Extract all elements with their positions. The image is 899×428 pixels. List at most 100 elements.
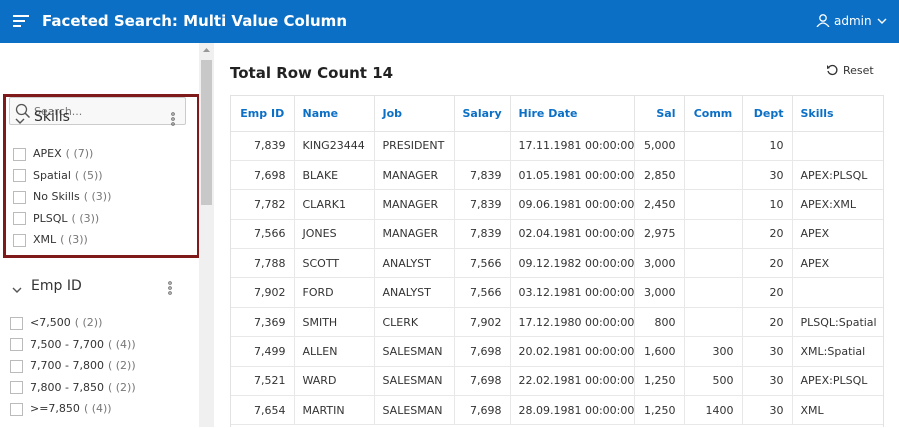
search-placeholder: Search... bbox=[34, 105, 83, 118]
table-cell: 7,521 bbox=[231, 366, 295, 397]
menu-icon[interactable] bbox=[13, 15, 29, 27]
search-box[interactable]: Search... bbox=[9, 97, 186, 125]
facet-title[interactable]: Skills bbox=[34, 109, 70, 125]
option-count: ( (4)) bbox=[107, 337, 136, 351]
option-label: APEX bbox=[33, 147, 62, 160]
header-bar: Faceted Search: Multi Value Column admin bbox=[0, 0, 899, 43]
checkbox[interactable] bbox=[10, 316, 23, 330]
table-cell: 7,788 bbox=[231, 248, 295, 279]
column-header[interactable]: Emp ID bbox=[231, 96, 295, 132]
option-count: ( (3)) bbox=[83, 190, 112, 204]
user-name: admin bbox=[834, 14, 872, 28]
table-cell: 20 bbox=[742, 307, 793, 338]
column-header[interactable]: Comm bbox=[684, 96, 743, 132]
option-label: >=7,850 bbox=[30, 402, 80, 416]
table-cell: APEX:PLSQL bbox=[792, 160, 883, 191]
table-cell: 7,839 bbox=[454, 189, 511, 220]
facet-option[interactable]: XML( (3)) bbox=[13, 233, 88, 247]
option-label: PLSQL bbox=[33, 211, 68, 225]
checkbox[interactable] bbox=[13, 212, 26, 226]
column-header[interactable]: Dept bbox=[742, 96, 793, 132]
facet-menu[interactable] bbox=[168, 281, 172, 295]
collapse-icon[interactable] bbox=[12, 284, 22, 293]
checkbox[interactable] bbox=[13, 169, 26, 183]
checkbox[interactable] bbox=[10, 359, 23, 373]
table-cell: 10 bbox=[742, 131, 793, 161]
table-cell: 500 bbox=[684, 366, 743, 397]
user-menu[interactable]: admin bbox=[816, 14, 887, 28]
table-cell: 7,902 bbox=[231, 277, 295, 308]
table-cell: 7,566 bbox=[231, 219, 295, 250]
checkbox[interactable] bbox=[10, 381, 23, 395]
table-cell: 20 bbox=[742, 248, 793, 279]
table-cell: 03.12.1981 00:00:00 bbox=[510, 277, 635, 308]
checkbox[interactable] bbox=[13, 233, 26, 247]
option-label: 7,500 - 7,700 bbox=[30, 337, 104, 351]
facet-option[interactable]: PLSQL( (3)) bbox=[13, 212, 99, 226]
facet-option[interactable]: >=7,850( (4)) bbox=[10, 402, 112, 416]
table-row: 7,902 FORD ANALYST 7,566 03.12.1981 00:00:00… bbox=[231, 277, 883, 308]
option-count: ( (7)) bbox=[65, 147, 94, 160]
facet: Skills APEX( (7)) Spatial( (5)) No Skills( … bbox=[3, 94, 200, 258]
table-cell: 2,975 bbox=[634, 219, 685, 250]
scroll-thumb[interactable] bbox=[201, 60, 212, 205]
table-cell: SALESMAN bbox=[374, 366, 455, 397]
table-cell: 10 bbox=[742, 189, 793, 220]
table-cell: XML:Spatial bbox=[792, 336, 883, 367]
table-cell: 30 bbox=[742, 160, 793, 191]
facet-option[interactable]: <7,500( (2)) bbox=[10, 316, 102, 330]
table-cell: 1400 bbox=[684, 395, 743, 426]
table-cell: 7,782 bbox=[231, 189, 295, 220]
column-header[interactable]: Job bbox=[374, 96, 455, 132]
column-header[interactable]: Hire Date bbox=[510, 96, 635, 132]
table-cell: 3,000 bbox=[634, 248, 685, 279]
option-count: ( (2)) bbox=[107, 359, 136, 373]
table-cell: 20.02.1981 00:00:00 bbox=[510, 336, 635, 367]
table-cell: 7,839 bbox=[231, 131, 295, 161]
table-cell: MANAGER bbox=[374, 219, 455, 250]
table-cell: MANAGER bbox=[374, 160, 455, 191]
table-cell: JONES bbox=[294, 219, 375, 250]
option-label: <7,500 bbox=[30, 316, 71, 329]
checkbox[interactable] bbox=[10, 402, 23, 416]
option-label: No Skills bbox=[33, 190, 80, 204]
column-header[interactable]: Sal bbox=[634, 96, 685, 132]
facet-option[interactable]: APEX( (7)) bbox=[13, 147, 93, 161]
facet-option[interactable]: 7,700 - 7,800( (2)) bbox=[10, 359, 136, 373]
facet-title[interactable]: Emp ID bbox=[31, 278, 82, 294]
table-cell bbox=[792, 277, 883, 308]
checkbox[interactable] bbox=[13, 147, 26, 161]
facet-option[interactable]: 7,800 - 7,850( (2)) bbox=[10, 381, 136, 395]
option-label: Spatial bbox=[33, 168, 71, 182]
table-cell: 17.11.1981 00:00:00 bbox=[510, 131, 635, 161]
option-count: ( (4)) bbox=[83, 402, 112, 416]
table-cell: 7,902 bbox=[454, 307, 511, 338]
table-cell: APEX bbox=[792, 219, 883, 250]
table-cell: SALESMAN bbox=[374, 336, 455, 367]
column-header[interactable]: Skills bbox=[792, 96, 883, 132]
reset-label: Reset bbox=[843, 64, 874, 77]
reset-button[interactable]: Reset bbox=[826, 64, 874, 77]
collapse-icon[interactable] bbox=[15, 115, 25, 124]
table-cell: 2,450 bbox=[634, 189, 685, 220]
checkbox[interactable] bbox=[13, 190, 26, 204]
table-cell: 7,698 bbox=[454, 366, 511, 397]
table-row: 7,782 CLARK1 MANAGER 7,839 09.06.1981 00:00:… bbox=[231, 189, 883, 220]
table-cell bbox=[684, 160, 743, 191]
table-cell bbox=[792, 131, 883, 161]
table-row: 7,788 SCOTT ANALYST 7,566 09.12.1982 00:00:0… bbox=[231, 248, 883, 279]
facet-option[interactable]: 7,500 - 7,700( (4)) bbox=[10, 338, 136, 352]
column-header[interactable]: Salary bbox=[454, 96, 511, 132]
table-cell: 20 bbox=[742, 277, 793, 308]
report-table: Emp ID Name Job Salary Hire Date Sal Comm Dept S… bbox=[230, 95, 884, 427]
option-label: 7,800 - 7,850 bbox=[30, 380, 104, 394]
table-row: 7,698 BLAKE MANAGER 7,839 01.05.1981 00:00:0… bbox=[231, 160, 883, 191]
facet-option[interactable]: Spatial( (5)) bbox=[13, 169, 103, 183]
checkbox[interactable] bbox=[10, 338, 23, 352]
facet-option[interactable]: No Skills( (3)) bbox=[13, 190, 111, 204]
table-cell: 30 bbox=[742, 366, 793, 397]
table-cell: 02.04.1981 00:00:00 bbox=[510, 219, 635, 250]
facet-menu[interactable] bbox=[171, 112, 175, 126]
column-header[interactable]: Name bbox=[294, 96, 375, 132]
table-cell: 3,000 bbox=[634, 277, 685, 308]
